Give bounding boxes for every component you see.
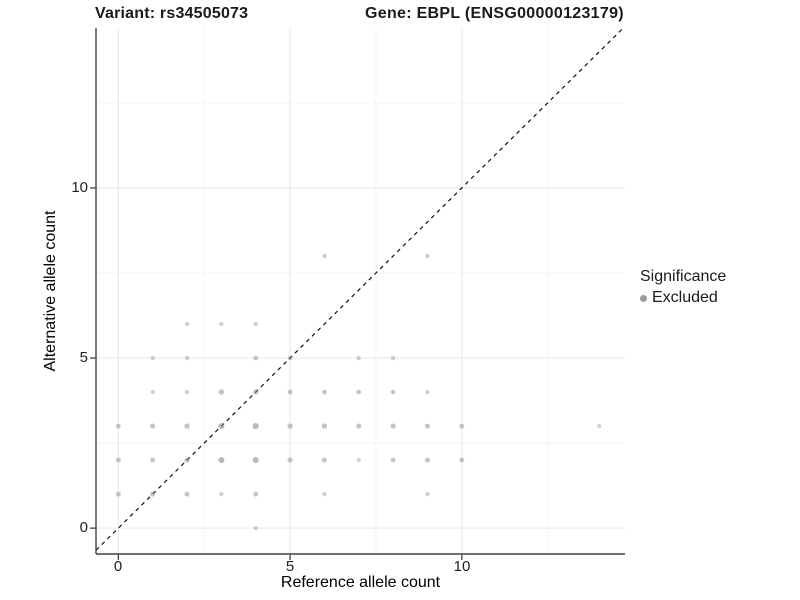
data-point	[253, 389, 259, 395]
data-point	[150, 457, 156, 463]
data-point	[390, 457, 396, 463]
data-point	[287, 355, 293, 361]
data-point	[218, 457, 225, 464]
x-tick-label-5: 5	[285, 558, 295, 575]
data-point	[184, 389, 190, 395]
data-point	[390, 355, 396, 361]
legend-item-label: Excluded	[652, 289, 718, 306]
identity-line	[95, 27, 624, 551]
data-point	[356, 458, 361, 463]
data-point	[184, 321, 190, 327]
data-point	[150, 355, 155, 361]
data-point	[287, 457, 293, 463]
gene-title: Gene: EBPL (ENSG00000123179)	[365, 5, 624, 22]
data-point	[150, 491, 156, 497]
data-point	[218, 423, 225, 430]
data-point	[184, 423, 190, 429]
data-point	[184, 457, 190, 463]
data-point	[115, 457, 121, 463]
data-point	[356, 355, 361, 361]
x-tick-label-10: 10	[453, 558, 471, 575]
data-point	[150, 389, 155, 395]
data-point	[184, 491, 190, 497]
data-point	[253, 355, 259, 361]
variant-title: Variant: rs34505073	[95, 5, 249, 22]
data-point	[321, 457, 328, 463]
data-point	[287, 389, 293, 395]
x-axis-title: Reference allele count	[280, 574, 441, 591]
data-point	[390, 389, 396, 395]
data-point	[287, 423, 293, 429]
y-axis-title: Alternative allele count	[42, 210, 59, 372]
data-point	[390, 423, 396, 429]
legend-title: Significance	[640, 268, 727, 285]
data-point	[321, 423, 328, 429]
data-point	[425, 492, 430, 497]
data-point	[150, 423, 156, 429]
data-point	[356, 423, 362, 429]
y-tick-label-5: 5	[79, 349, 88, 366]
y-tick-label-10: 10	[71, 179, 88, 196]
data-point	[252, 422, 259, 430]
data-point	[184, 355, 190, 361]
legend-item-excluded: Excluded	[640, 289, 726, 307]
data-point	[219, 321, 224, 327]
data-point	[424, 457, 431, 463]
data-point	[322, 253, 327, 259]
data-point	[425, 253, 430, 259]
data-point	[425, 389, 430, 395]
x-tick-label-0: 0	[113, 558, 123, 575]
data-point	[253, 491, 259, 497]
y-tick-label-0: 0	[79, 519, 88, 536]
data-point	[252, 457, 259, 464]
data-point	[597, 423, 602, 429]
legend: Significance Excluded	[640, 268, 726, 307]
data-point	[115, 423, 121, 429]
data-point	[356, 389, 362, 395]
data-point	[459, 423, 465, 429]
data-point	[253, 321, 258, 327]
data-point	[322, 389, 327, 395]
legend-point-icon	[640, 294, 647, 302]
data-point	[322, 491, 327, 497]
data-point	[218, 389, 225, 395]
data-point	[459, 457, 465, 463]
data-point	[115, 491, 121, 497]
data-point	[253, 526, 258, 531]
data-point	[219, 492, 224, 497]
data-point	[424, 423, 430, 429]
